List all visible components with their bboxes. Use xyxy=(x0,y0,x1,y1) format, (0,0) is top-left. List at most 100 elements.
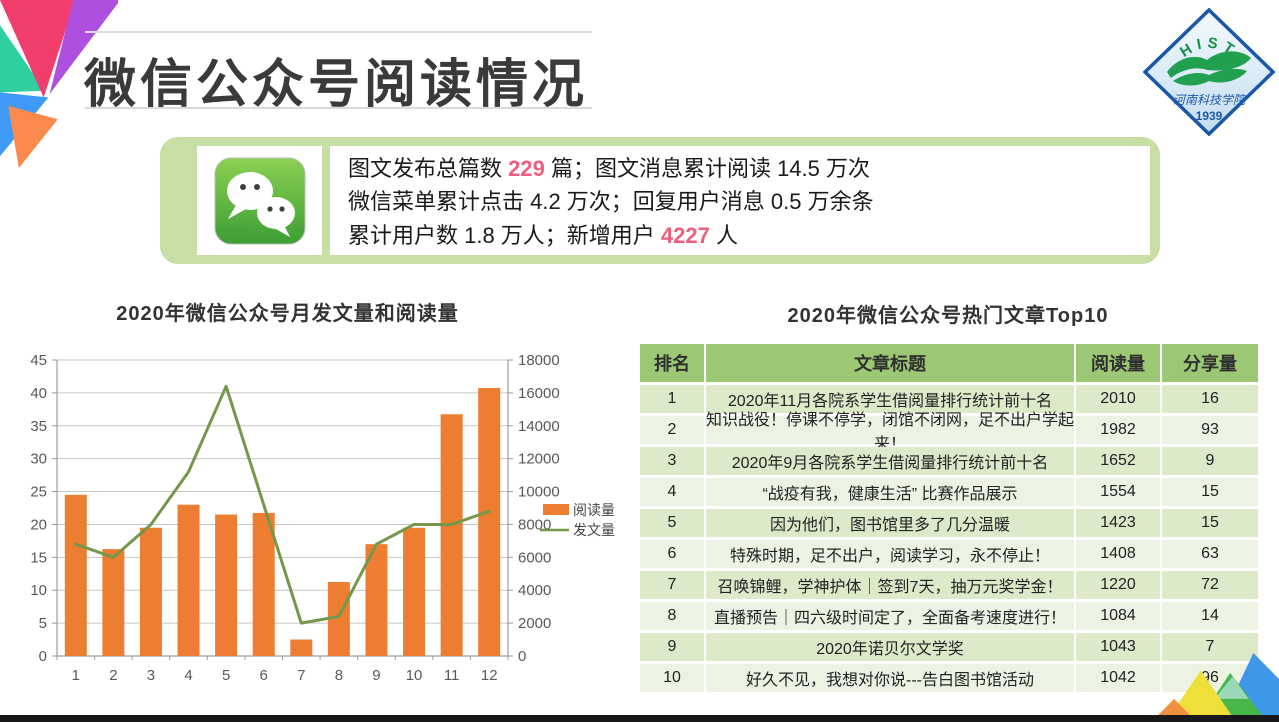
title-cell: 知识战役！停课不停学，闭馆不闭网，足不出户学起来！ xyxy=(706,412,1075,453)
bar-month-12 xyxy=(478,387,501,656)
bar-month-9 xyxy=(365,544,388,656)
x-axis-label: 5 xyxy=(222,667,230,684)
title-divider-bottom xyxy=(85,107,592,109)
rank-cell: 6 xyxy=(640,540,704,568)
bar-month-11 xyxy=(440,414,463,656)
shares-cell: 14 xyxy=(1162,602,1258,630)
wechat-bubbles xyxy=(226,171,295,237)
reads-cell: 2010 xyxy=(1076,385,1160,413)
wechat-stats-banner: 图文发布总篇数 229 篇；图文消息累计阅读 14.5 万次 微信菜单累计点击 … xyxy=(160,137,1160,264)
right-axis-label: 0 xyxy=(518,648,526,665)
x-axis-label: 12 xyxy=(481,667,498,684)
rank-cell: 10 xyxy=(640,664,704,692)
bar-month-10 xyxy=(403,527,426,656)
rank-cell: 8 xyxy=(640,602,704,630)
left-axis-label: 10 xyxy=(30,582,47,599)
right-axis-label: 18000 xyxy=(518,352,560,369)
rank-cell: 4 xyxy=(640,478,704,506)
x-axis-label: 2 xyxy=(109,667,117,684)
rank-cell: 5 xyxy=(640,509,704,537)
left-axis-label: 30 xyxy=(30,451,47,468)
title-cell: 因为他们，图书馆里多了几分温暖 xyxy=(706,509,1074,537)
table-header-shares: 分享量 xyxy=(1162,344,1258,382)
reads-cell: 1084 xyxy=(1076,602,1160,630)
reads-cell: 1423 xyxy=(1076,509,1160,537)
left-axis-label: 15 xyxy=(30,549,47,566)
stats-line-1-highlight: 229 xyxy=(508,155,545,181)
bar-month-2 xyxy=(102,549,125,656)
table-title: 2020年微信公众号热门文章Top10 xyxy=(787,305,1109,327)
logo-school-name: 河南科技学院 xyxy=(1173,93,1247,107)
bar-month-1 xyxy=(64,494,87,656)
x-axis-label: 6 xyxy=(260,667,268,684)
x-axis-label: 7 xyxy=(297,667,305,684)
shares-cell: 7 xyxy=(1162,633,1258,661)
shares-cell: 93 xyxy=(1162,416,1258,444)
reads-cell: 1982 xyxy=(1076,416,1160,444)
legend-bar-swatch xyxy=(543,504,569,515)
title-cell: 召唤锦鲤，学神护体｜签到7天，抽万元奖学金！ xyxy=(706,571,1074,599)
x-axis-label: 3 xyxy=(147,667,155,684)
right-axis-label: 10000 xyxy=(518,484,560,501)
left-axis-label: 20 xyxy=(30,516,47,533)
reads-cell: 1554 xyxy=(1076,478,1160,506)
x-axis-label: 10 xyxy=(406,667,423,684)
left-axis-label: 35 xyxy=(30,418,47,435)
stats-line-1: 图文发布总篇数 229 篇；图文消息累计阅读 14.5 万次 xyxy=(348,151,1150,183)
table-header-title: 文章标题 xyxy=(706,344,1074,382)
page-title: 微信公众号阅读情况 xyxy=(84,56,589,114)
wechat-icon-card xyxy=(197,146,322,255)
bottom-black-bar xyxy=(0,715,1279,722)
logo-book-icon xyxy=(1167,51,1251,86)
title-cell: 2020年诺贝尔文学奖 xyxy=(706,633,1074,661)
stats-line-3-post: 人 xyxy=(709,223,738,249)
stats-line-3: 累计用户数 1.8 万人；新增用户 4227 人 xyxy=(348,218,1150,250)
wechat-icon xyxy=(214,157,305,244)
rank-cell: 7 xyxy=(640,571,704,599)
rank-cell: 3 xyxy=(640,447,704,475)
title-cell: 2020年9月各院系学生借阅量排行统计前十名 xyxy=(706,447,1074,475)
rank-cell: 9 xyxy=(640,633,704,661)
stats-line-1-post: 篇；图文消息累计阅读 14.5 万次 xyxy=(544,155,870,181)
bar-month-7 xyxy=(290,639,313,656)
x-axis-label: 9 xyxy=(372,667,380,684)
reads-cell: 1220 xyxy=(1076,571,1160,599)
reads-cell: 1042 xyxy=(1076,664,1160,692)
right-axis-label: 4000 xyxy=(518,582,551,599)
right-axis-label: 16000 xyxy=(518,385,560,402)
chart-title: 2020年微信公众号月发文量和阅读量 xyxy=(116,303,459,325)
right-axis-label: 6000 xyxy=(518,549,551,566)
legend-bar-label: 阅读量 xyxy=(573,502,615,518)
right-axis-label: 12000 xyxy=(518,451,560,468)
reads-cell: 1652 xyxy=(1076,447,1160,475)
shares-cell: 15 xyxy=(1162,478,1258,506)
shares-cell: 96 xyxy=(1162,664,1258,692)
logo-diamond xyxy=(1143,8,1275,136)
school-logo: HIST 河南科技学院 1939 xyxy=(1143,8,1275,136)
reads-cell: 1043 xyxy=(1076,633,1160,661)
posts-line xyxy=(74,384,491,625)
left-axis-label: 45 xyxy=(30,352,47,369)
right-axis-label: 14000 xyxy=(518,418,560,435)
monthly-reads-posts-chart: 0510152025303540450200040006000800010000… xyxy=(30,352,615,684)
x-axis-label: 11 xyxy=(444,667,460,684)
rank-cell: 1 xyxy=(640,385,704,413)
x-axis-label: 1 xyxy=(72,667,80,684)
stats-line-1-pre: 图文发布总篇数 xyxy=(348,155,509,181)
logo-year: 1939 xyxy=(1196,109,1223,123)
left-axis-label: 40 xyxy=(30,385,47,402)
legend-line-label: 发文量 xyxy=(573,522,615,538)
shares-cell: 16 xyxy=(1162,385,1258,413)
shares-cell: 9 xyxy=(1162,447,1258,475)
title-cell: 2020年11月各院系学生借阅量排行统计前十名 xyxy=(706,385,1074,413)
stats-line-3-highlight: 4227 xyxy=(660,223,710,249)
shares-cell: 63 xyxy=(1162,540,1258,568)
top10-table: 排名 文章标题 阅读量 分享量 1 2020年11月各院系学生借阅量排行统计前十… xyxy=(640,344,1258,692)
right-axis-label: 2000 xyxy=(518,615,551,632)
bar-month-4 xyxy=(177,504,200,656)
stats-text-panel: 图文发布总篇数 229 篇；图文消息累计阅读 14.5 万次 微信菜单累计点击 … xyxy=(330,146,1150,255)
shares-cell: 72 xyxy=(1162,571,1258,599)
reads-cell: 1408 xyxy=(1076,540,1160,568)
left-axis-label: 25 xyxy=(30,484,47,501)
